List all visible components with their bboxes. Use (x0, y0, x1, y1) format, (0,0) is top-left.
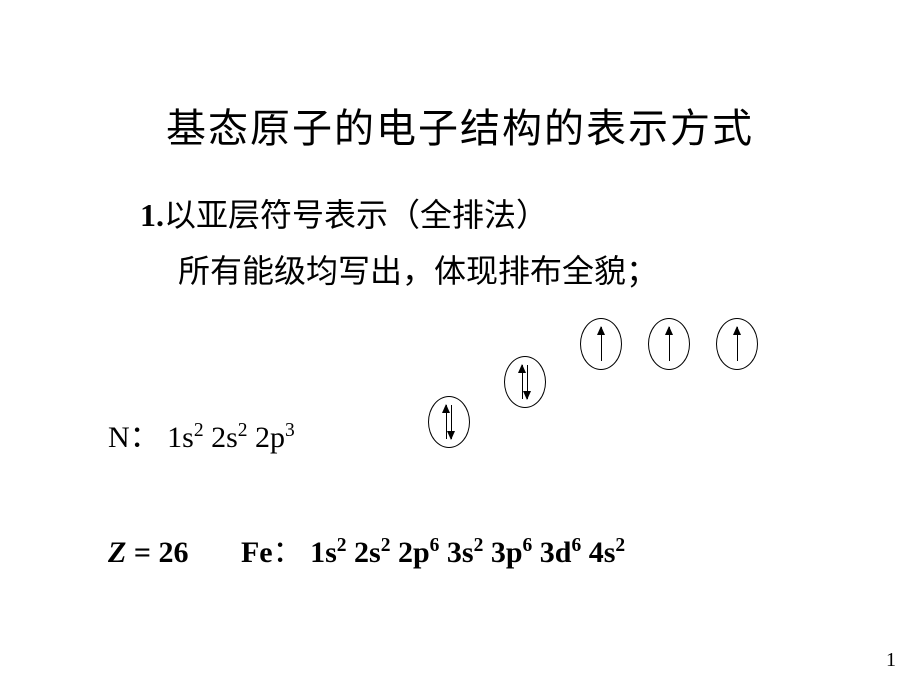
iron-4s: 4s (589, 536, 616, 569)
iron-2p-exp: 6 (430, 535, 440, 556)
nitrogen-2p-exp: 3 (285, 420, 295, 441)
iron-2s-exp: 2 (381, 535, 391, 556)
spin-down-icon (527, 365, 528, 399)
iron-3s: 3s (447, 536, 474, 569)
nitrogen-2s: 2s (211, 421, 238, 454)
iron-2s: 2s (354, 536, 381, 569)
section-1-subheading: 所有能级均写出，体现排布全貌； (178, 246, 658, 292)
iron-label: Fe (241, 536, 273, 569)
iron-3s-exp: 2 (474, 535, 484, 556)
iron-3d: 3d (540, 536, 572, 569)
z-value: 26 (158, 536, 188, 569)
nitrogen-1s: 1s (167, 421, 194, 454)
iron-4s-exp: 2 (615, 535, 625, 556)
orbital-2p-1 (580, 318, 622, 370)
iron-2p: 2p (398, 536, 430, 569)
nitrogen-2s-exp: 2 (238, 420, 248, 441)
iron-config: Z = 26 Fe： 1s2 2s2 2p6 3s2 3p6 3d6 4s2 (108, 527, 625, 571)
orbital-2p-3 (716, 318, 758, 370)
section-number: 1. (140, 197, 164, 233)
orbital-1s (428, 396, 470, 448)
orbital-2s (504, 356, 546, 408)
nitrogen-label: N： (108, 421, 160, 454)
section-heading-text: 以亚层符号表示（全排法） (164, 197, 548, 233)
equals: = (126, 536, 158, 569)
iron-1s: 1s (310, 536, 337, 569)
orbital-2p-2 (648, 318, 690, 370)
slide: 基态原子的电子结构的表示方式 1.以亚层符号表示（全排法） 所有能级均写出，体现… (0, 0, 920, 688)
slide-title: 基态原子的电子结构的表示方式 (0, 96, 920, 154)
nitrogen-1s-exp: 2 (194, 420, 204, 441)
nitrogen-config: N： 1s2 2s2 2p3 (108, 412, 295, 456)
spin-down-icon (451, 405, 452, 439)
iron-colon: ： (273, 536, 303, 569)
iron-3p: 3p (491, 536, 523, 569)
spin-up-icon (737, 327, 738, 361)
z-symbol: Z (108, 536, 126, 569)
spin-up-icon (601, 327, 602, 361)
nitrogen-2p: 2p (255, 421, 285, 454)
spin-up-icon (669, 327, 670, 361)
iron-1s-exp: 2 (337, 535, 347, 556)
page-number: 1 (886, 649, 896, 672)
section-1-heading: 1.以亚层符号表示（全排法） (140, 190, 548, 236)
iron-3d-exp: 6 (571, 535, 581, 556)
iron-3p-exp: 6 (523, 535, 533, 556)
